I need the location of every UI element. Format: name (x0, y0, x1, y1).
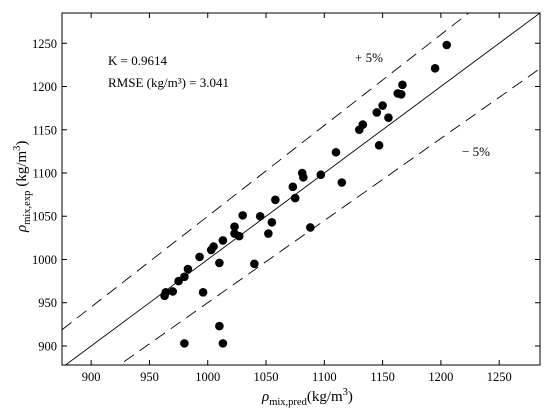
x-tick-label: 950 (140, 370, 159, 384)
y-tick-label: 950 (38, 296, 57, 310)
data-point (215, 321, 224, 331)
data-point (215, 258, 224, 268)
data-point (290, 193, 300, 203)
data-point (218, 236, 228, 245)
x-axis-subscript: mix,pred (269, 397, 307, 408)
x-tick-label: 1150 (370, 370, 395, 384)
data-point (374, 141, 384, 150)
data-point (230, 222, 239, 231)
data-point (299, 173, 308, 182)
y-tick-label: 1250 (32, 37, 57, 51)
plus-band-label: + 5% (355, 50, 383, 65)
x-tick-label: 1000 (195, 370, 220, 384)
x-axis-unit-exponent: 3 (343, 387, 348, 398)
y-tick-label: 900 (38, 339, 57, 353)
k-stat: K = 0.9614 (108, 53, 167, 68)
data-point (316, 170, 326, 180)
rmse-stat: RMSE (kg/m³) = 3.041 (108, 75, 229, 90)
y-axis-unit: (kg/m (14, 151, 30, 187)
y-axis-symbol: ρ (14, 225, 30, 233)
x-axis-unit: (kg/m (307, 389, 343, 405)
data-point (161, 288, 171, 297)
data-point (384, 113, 393, 122)
y-axis-unit-close: ) (14, 141, 30, 146)
y-axis-title-group: ρmix,exp (kg/m3) (12, 141, 33, 233)
x-tick-label: 1200 (428, 370, 453, 384)
y-tick-label: 1200 (32, 80, 57, 94)
y-tick-label: 1150 (32, 123, 57, 137)
data-point (255, 211, 265, 221)
y-tick-label: 1050 (32, 210, 57, 224)
data-point (396, 89, 406, 99)
data-point (372, 108, 382, 117)
x-tick-label: 1100 (312, 370, 337, 384)
data-point (264, 229, 273, 238)
parity-line (64, 13, 540, 365)
data-point (238, 211, 248, 220)
data-point (168, 287, 178, 296)
data-point (288, 182, 298, 192)
data-point (337, 178, 347, 187)
x-axis-title: ρmix,pred(kg/m3) (261, 387, 353, 408)
data-point (180, 339, 189, 348)
minus-band-label: − 5% (462, 144, 490, 159)
reference-lines (62, 13, 540, 365)
data-point (195, 252, 204, 262)
data-point (306, 223, 315, 232)
y-axis-subscript: mix,exp (22, 191, 33, 225)
data-point (442, 40, 452, 50)
data-point (234, 231, 244, 241)
y-tick-label: 1100 (32, 167, 57, 181)
y-axis-title: ρmix,exp (kg/m3) (12, 141, 33, 233)
data-point (180, 272, 189, 282)
data-point (271, 195, 280, 205)
x-axis-unit-close: ) (348, 389, 353, 405)
data-point (250, 259, 259, 269)
data-points (160, 40, 452, 348)
data-point (218, 339, 228, 348)
data-point (209, 242, 218, 251)
plus-band-line (62, 13, 470, 331)
minus-band-line (118, 68, 540, 365)
data-point (183, 264, 193, 274)
data-point (398, 80, 407, 90)
axis-ticks: 900 950 1000 1050 1100 1150 1200 1250 900 950 1000… (32, 13, 540, 384)
x-axis-symbol: ρ (261, 389, 269, 405)
data-point (378, 101, 387, 110)
x-tick-label: 900 (82, 370, 101, 384)
x-tick-label: 1050 (254, 370, 279, 384)
plot-frame (61, 12, 541, 366)
data-point (331, 147, 341, 157)
y-axis-unit-exponent: 3 (12, 146, 23, 151)
y-tick-label: 1000 (32, 253, 57, 267)
data-point (267, 217, 277, 227)
data-point (358, 120, 368, 129)
data-point (198, 288, 208, 297)
data-point (430, 64, 440, 73)
x-tick-label: 1250 (487, 370, 512, 384)
